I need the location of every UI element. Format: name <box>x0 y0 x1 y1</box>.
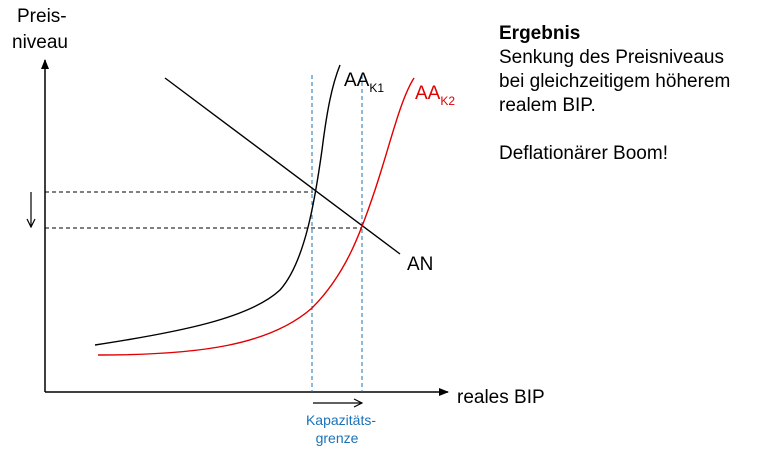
result-title: Ergebnis <box>499 23 581 44</box>
y-axis-label-line2: niveau <box>12 32 68 53</box>
result-line-1: Senkung des Preisniveaus <box>499 47 724 68</box>
aa-k2-label: AAK2 <box>415 83 455 108</box>
capacity-label-line1: Kapazitäts- <box>306 412 376 428</box>
result-line-2: bei gleichzeitigem höherem <box>499 71 731 92</box>
y-axis-label-line1: Preis- <box>17 6 67 27</box>
x-axis-label: reales BIP <box>457 387 545 408</box>
aa-k1-curve <box>94 64 341 346</box>
aa-k1-label: AAK1 <box>344 70 384 95</box>
result-conclusion: Deflationärer Boom! <box>499 143 668 164</box>
aa-k2-curve <box>97 77 415 356</box>
capacity-label-line2: grenze <box>316 430 359 446</box>
result-line-3: realem BIP. <box>499 95 596 116</box>
an-label: AN <box>407 254 433 275</box>
result-box: Ergebnis Senkung des Preisniveaus bei gl… <box>499 22 783 166</box>
an-curve <box>164 77 401 255</box>
